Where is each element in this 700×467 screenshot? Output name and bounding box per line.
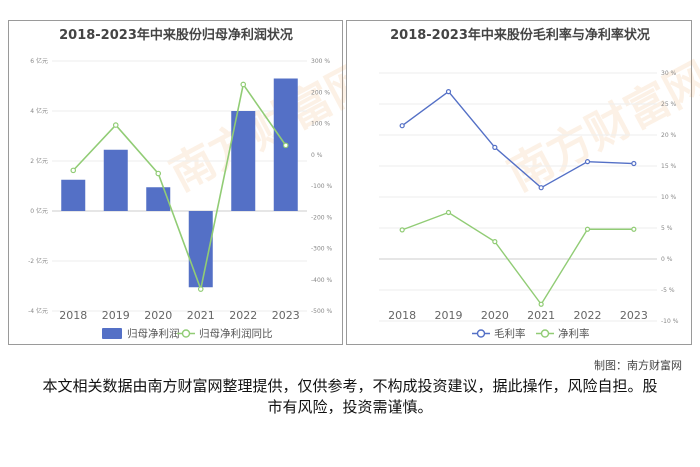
x-tick-label: 2018: [59, 309, 87, 322]
legend-swatch: [476, 329, 486, 338]
x-tick-label: 2020: [481, 309, 509, 322]
y-tick-label: 20 %: [661, 132, 677, 139]
y-tick-label: 0 亿元: [30, 207, 48, 215]
series-point: [631, 226, 637, 232]
y2-tick-label: -100 %: [311, 183, 333, 190]
series-point: [538, 185, 544, 191]
y2-tick-label: 300 %: [311, 58, 330, 65]
series-point: [584, 159, 591, 165]
y2-tick-label: 200 %: [311, 89, 330, 96]
x-tick-label: 2021: [187, 309, 215, 322]
x-tick-label: 2021: [527, 309, 555, 322]
legend-swatch: [181, 329, 191, 338]
series-point: [399, 227, 405, 233]
y-tick-label: -2 亿元: [28, 257, 48, 265]
legend-swatch: [540, 329, 550, 338]
x-tick-label: 2023: [272, 309, 300, 322]
margin-chart: 2018-2023年中来股份毛利率与净利率状况 30 % 25 % 20 % 15 %…: [379, 27, 679, 340]
y-tick-label: 15 %: [661, 163, 677, 170]
series-point: [584, 226, 591, 232]
y-tick-label: 10 %: [661, 194, 677, 201]
y2-tick-label: -300 %: [311, 246, 333, 253]
series-point: [70, 167, 77, 174]
series-point: [240, 81, 247, 88]
chart-title: 2018-2023年中来股份归母净利润状况: [59, 27, 293, 43]
x-tick-label: 2022: [574, 309, 602, 322]
x-tick-label: 2019: [435, 309, 463, 322]
y-tick-label: -10 %: [661, 318, 679, 325]
y2-tick-label: -400 %: [311, 277, 333, 284]
series-point: [631, 160, 637, 167]
x-tick-label: 2022: [229, 309, 257, 322]
legend-label: 归母净利润同比: [199, 327, 273, 340]
profit-chart: 2018-2023年中来股份归母净利润状况 6 亿元 4 亿元 2 亿元 0 亿元 -2…: [28, 27, 333, 340]
series-point: [282, 142, 289, 149]
y-tick-label: -4 亿元: [28, 307, 48, 315]
y-tick-label: -5 %: [661, 287, 675, 294]
y2-tick-label: -500 %: [311, 308, 333, 315]
series-point: [492, 144, 498, 151]
bar: [61, 179, 86, 211]
series-point: [197, 286, 204, 292]
series-point: [492, 239, 498, 245]
y2-tick-label: -200 %: [311, 214, 333, 221]
series-line: [72, 82, 287, 293]
y-tick-label: 0 %: [661, 256, 673, 263]
y-tick-label: 30 %: [661, 70, 677, 77]
legend-label: 归母净利润: [127, 327, 180, 340]
series-point: [155, 170, 162, 177]
credit-text: 制图：南方财富网: [594, 359, 682, 372]
bar: [231, 111, 256, 211]
y2-tick-label: 100 %: [311, 121, 330, 128]
x-tick-label: 2023: [620, 309, 648, 322]
x-tick-label: 2020: [144, 309, 172, 322]
series-point: [112, 122, 119, 128]
series-point: [445, 88, 452, 95]
series-point: [399, 123, 405, 129]
profit-chart-panel: 南方财富网 2018-2023年中来股份归母净利润状况 6 亿元 4 亿元 2 亿元…: [8, 20, 380, 345]
bar: [146, 187, 171, 211]
disclaimer-text: 本文相关数据由南方财富网整理提供，仅供参考，不构成投资建议，据此操作，风险自担。…: [42, 377, 658, 416]
series-point: [445, 209, 452, 216]
legend-label: 净利率: [558, 327, 590, 340]
series-line: [401, 211, 634, 306]
series-line: [401, 90, 634, 189]
y-tick-label: 2 亿元: [30, 157, 48, 165]
bar: [103, 149, 128, 211]
x-tick-label: 2018: [388, 309, 416, 322]
chart-title: 2018-2023年中来股份毛利率与净利率状况: [390, 27, 650, 43]
y2-tick-label: 0 %: [311, 152, 323, 159]
legend-swatch: [102, 328, 122, 339]
x-tick-label: 2019: [102, 309, 130, 322]
y-tick-label: 5 %: [661, 225, 673, 232]
y-tick-label: 4 亿元: [30, 107, 48, 115]
y-tick-label: 25 %: [661, 101, 677, 108]
series-point: [538, 301, 544, 307]
y-tick-label: 6 亿元: [30, 57, 48, 65]
legend-label: 毛利率: [494, 327, 526, 340]
margin-chart-panel: 南方财富网 2018-2023年中来股份毛利率与净利率状况 30 % 25 % 20…: [346, 20, 700, 345]
